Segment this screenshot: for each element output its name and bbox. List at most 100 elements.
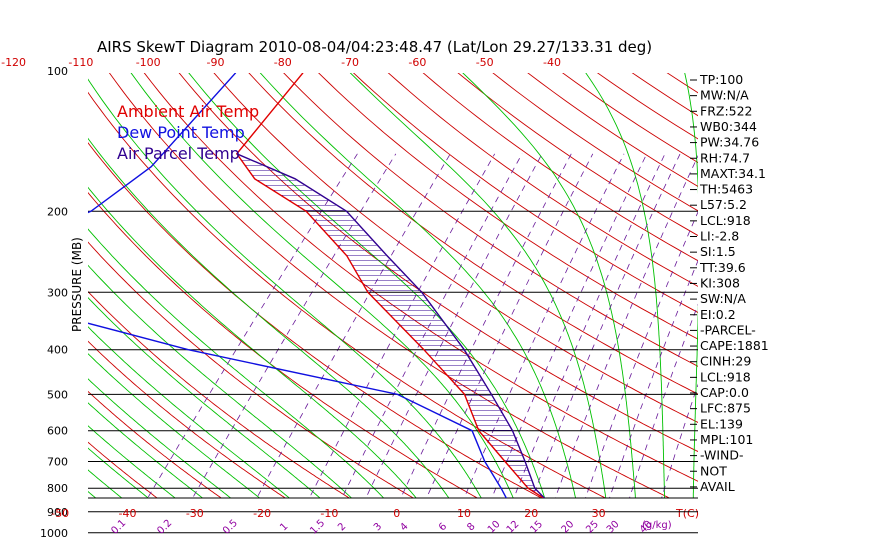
moist-adiabat-line	[88, 186, 417, 498]
parcel-profile	[236, 153, 546, 498]
mixing-ratio-line	[308, 153, 496, 498]
index-value: WB0:344	[700, 119, 757, 134]
moist-adiabats	[0, 73, 698, 545]
dry-adiabat-line	[387, 73, 698, 287]
dry-adiabat-line	[88, 91, 607, 498]
legend-dewpoint: Dew Point Temp	[117, 123, 245, 142]
mixing-ratio-line	[365, 153, 543, 498]
moist-adiabat-line	[0, 226, 128, 545]
index-value: PW:34.76	[700, 135, 759, 150]
index-value: LI:-2.8	[700, 229, 739, 244]
index-value: CAPE:1881	[700, 338, 769, 353]
moist-adiabat-line	[88, 326, 291, 498]
y-axis-label: PRESSURE (MB)	[70, 237, 84, 332]
x-axis-label: T(C)	[675, 507, 699, 520]
dry-adiabat-line	[422, 73, 698, 262]
bottom-temp-tick-label: 20	[524, 507, 538, 520]
bottom-temp-tick-label: -30	[186, 507, 204, 520]
moist-adiabat-line	[88, 297, 321, 498]
index-value: -WIND-	[700, 448, 744, 463]
dry-adiabat-line	[771, 52, 870, 545]
moist-adiabat-line	[585, 73, 666, 498]
index-value: SW:N/A	[700, 291, 746, 306]
index-value: TP:100	[699, 72, 743, 87]
dry-adiabat-line	[352, 73, 698, 313]
mixing-ratio-label: 0.2	[155, 518, 174, 537]
mixing-ratio-line	[554, 155, 698, 498]
dry-adiabat-line	[318, 73, 698, 340]
index-value: LCL:918	[700, 369, 751, 384]
index-value: EL:139	[700, 416, 743, 431]
dry-adiabat-line	[283, 73, 698, 367]
pressure-tick-label: 900	[47, 506, 68, 519]
moist-adiabat-line	[684, 73, 698, 498]
top-temp-tick-label: -110	[68, 56, 93, 69]
mixing-ratio-line	[192, 153, 397, 498]
pressure-tick-label: 400	[47, 344, 68, 357]
index-value: MW:N/A	[700, 88, 749, 103]
mixing-ratio-label: 8	[465, 521, 477, 533]
dry-adiabat-line	[213, 73, 698, 423]
mixing-ratio-label: 0.1	[109, 518, 128, 537]
bottom-temp-tick-label: 10	[457, 507, 471, 520]
top-temp-tick-label: -40	[543, 56, 561, 69]
mixing-ratio-line	[585, 210, 698, 498]
stability-indices: TP:100MW:N/AFRZ:522WB0:344PW:34.76RH:74.…	[690, 72, 769, 494]
index-value: EI:0.2	[700, 307, 736, 322]
mixing-ratio-label: 2	[336, 521, 348, 533]
dry-adiabat-line	[88, 390, 222, 498]
index-value: SI:1.5	[700, 244, 736, 259]
bottom-temp-tick-label: -10	[320, 507, 338, 520]
index-value: KI:308	[700, 275, 740, 290]
moist-adiabat-line	[462, 73, 636, 498]
pressure-tick-label: 200	[47, 205, 68, 218]
mixing-ratio-label: 3	[372, 521, 384, 533]
top-temp-tick-label: -100	[136, 56, 161, 69]
moist-adiabat-line	[259, 73, 577, 498]
bottom-temp-tick-label: -40	[119, 507, 137, 520]
dry-adiabat-line	[88, 291, 351, 498]
index-value: LCL:918	[700, 213, 751, 228]
mixing-ratio-line	[609, 259, 698, 498]
dry-adiabat-line	[88, 241, 415, 498]
mixing-ratio-line	[341, 153, 523, 498]
mixing-ratio-line	[426, 153, 594, 498]
pressure-tick-label: 800	[47, 482, 68, 495]
mixing-ratio-label: 0.5	[221, 518, 240, 537]
index-value: RH:74.7	[700, 150, 750, 165]
cape-area	[237, 155, 545, 498]
dry-adiabat-line	[457, 73, 698, 237]
top-temp-tick-label: -70	[341, 56, 359, 69]
dry-adiabat-line	[805, 52, 870, 545]
temperature-profile	[235, 73, 545, 498]
mixing-ratio-line	[531, 153, 681, 498]
moist-adiabat-line	[88, 469, 123, 498]
index-value: MAXT:34.1	[700, 166, 766, 181]
bottom-temp-tick-label: 30	[592, 507, 606, 520]
bottom-temp-tick-label: -50	[51, 507, 69, 520]
mixing-ratio-line	[513, 153, 666, 498]
pressure-tick-label: 1000	[40, 527, 68, 540]
index-value: AVAIL	[700, 479, 735, 494]
pressure-tick-label: 600	[47, 425, 68, 438]
index-value: NOT	[700, 463, 727, 478]
chart-title: AIRS SkewT Diagram 2010-08-04/04:23:48.4…	[97, 38, 652, 56]
moist-adiabat-line	[130, 73, 514, 498]
moist-adiabat-line	[88, 402, 204, 498]
index-value: CINH:29	[700, 354, 751, 369]
top-temp-tick-label: -90	[206, 56, 224, 69]
dry-adiabat-line	[108, 73, 671, 498]
index-value: CAP:0.0	[700, 385, 749, 400]
dry-adiabat-line	[738, 52, 870, 545]
dry-adiabat-line	[88, 192, 479, 498]
index-value: FRZ:522	[700, 103, 753, 118]
dry-adiabat-line	[143, 73, 698, 482]
top-temp-tick-label: -60	[408, 56, 426, 69]
moist-adiabat-line	[88, 378, 232, 498]
mixing-ratio-unit: (g/kg)	[642, 520, 672, 531]
dry-adiabat-line	[88, 340, 287, 498]
moist-adiabat-line	[88, 137, 450, 498]
isobars	[88, 210, 698, 534]
moist-adiabat-line	[88, 264, 353, 498]
